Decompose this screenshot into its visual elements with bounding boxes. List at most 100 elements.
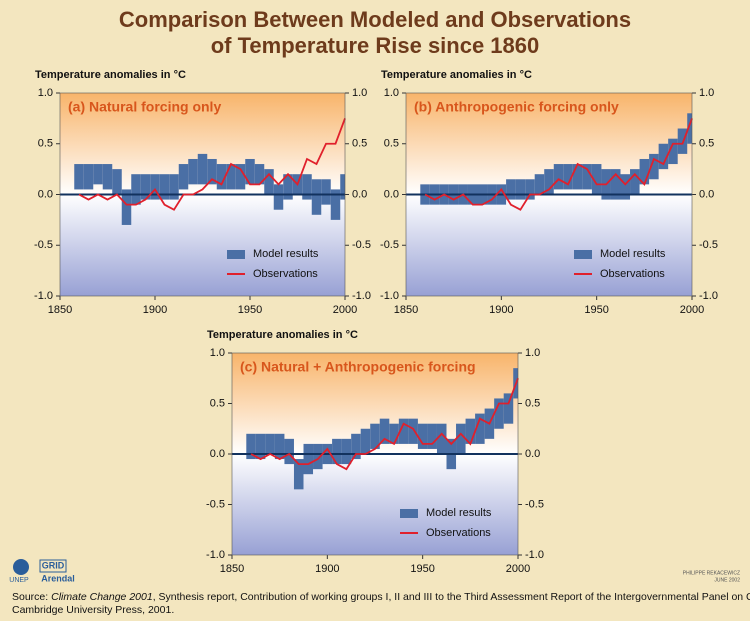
model-band: [284, 438, 294, 465]
model-band: [340, 174, 345, 200]
x-tick-label: 1900: [315, 563, 339, 575]
y-tick-label: 1.0: [210, 347, 225, 359]
model-band: [93, 164, 103, 185]
model-band: [245, 158, 255, 185]
x-tick-label: 2000: [333, 304, 357, 316]
y-tick-label: -1.0: [380, 290, 399, 302]
model-band: [102, 164, 113, 190]
legend-label: Observations: [426, 527, 491, 539]
x-tick-label: 1950: [238, 304, 262, 316]
model-band: [313, 443, 323, 470]
model-band: [159, 174, 170, 200]
y-tick-label: -0.5: [525, 498, 544, 510]
x-tick-label: 2000: [680, 304, 704, 316]
model-band: [235, 164, 246, 190]
y-tick-label: 0.5: [38, 138, 53, 150]
model-band: [311, 179, 322, 215]
model-band: [178, 164, 189, 190]
model-band: [303, 443, 314, 475]
legend-swatch: [227, 250, 245, 259]
model-band: [503, 393, 514, 424]
x-tick-label: 1950: [410, 563, 434, 575]
model-band: [620, 174, 631, 200]
y-axis-label: Temperature anomalies in °C: [35, 69, 186, 81]
model-band: [207, 158, 217, 185]
model-band: [302, 174, 312, 200]
model-band: [610, 169, 621, 200]
model-band: [293, 459, 304, 490]
y-tick-label: -1.0: [34, 290, 53, 302]
logo-text: GRID: [42, 560, 65, 570]
model-band: [687, 113, 692, 144]
y-tick-label: 0.0: [699, 188, 714, 200]
model-band: [553, 164, 564, 190]
model-band: [427, 423, 437, 449]
y-tick-label: 0.0: [38, 188, 53, 200]
model-band: [321, 179, 331, 205]
model-band: [332, 438, 342, 465]
y-tick-label: -0.5: [352, 239, 371, 251]
model-band: [169, 174, 179, 200]
y-tick-label: 0.0: [352, 188, 367, 200]
y-tick-label: 0.5: [525, 397, 540, 409]
legend-label: Model results: [600, 248, 666, 260]
y-tick-label: 0.5: [210, 397, 225, 409]
model-band: [465, 418, 476, 444]
model-band: [283, 174, 293, 200]
y-axis-label: Temperature anomalies in °C: [381, 69, 532, 81]
y-tick-label: 0.5: [699, 138, 714, 150]
logo-text: Arendal: [41, 573, 75, 583]
y-tick-label: -1.0: [525, 549, 544, 561]
model-band: [515, 179, 526, 200]
model-band: [408, 418, 418, 444]
y-tick-label: 1.0: [352, 87, 367, 99]
model-band: [563, 164, 573, 190]
y-tick-label: -1.0: [206, 549, 225, 561]
model-band: [398, 418, 409, 444]
model-band: [389, 423, 399, 444]
model-band: [188, 158, 198, 185]
page-title: of Temperature Rise since 1860: [211, 33, 540, 58]
y-tick-label: -1.0: [699, 290, 718, 302]
plot-frame: [59, 92, 346, 297]
model-band: [226, 164, 236, 190]
model-band: [379, 418, 390, 444]
model-band: [370, 423, 380, 449]
model-band: [246, 433, 256, 460]
model-band: [121, 189, 132, 225]
y-tick-label: 0.5: [384, 138, 399, 150]
model-band: [436, 423, 447, 454]
model-band: [494, 398, 504, 429]
model-band: [668, 138, 678, 165]
credit: PHILIPPE REKACEWICZ: [683, 570, 740, 576]
model-band: [351, 433, 361, 460]
y-tick-label: 0.0: [525, 448, 540, 460]
y-tick-label: 1.0: [384, 87, 399, 99]
model-band: [360, 428, 371, 454]
x-tick-label: 1850: [48, 304, 72, 316]
x-tick-label: 1900: [143, 304, 167, 316]
plot-frame: [231, 352, 519, 556]
legend-label: Observations: [600, 268, 665, 280]
model-band: [197, 153, 208, 185]
model-band: [630, 169, 640, 195]
y-tick-label: 0.0: [384, 188, 399, 200]
source-text: , Synthesis report, Contribution of work…: [153, 591, 750, 603]
panel-title: (a) Natural forcing only: [68, 99, 221, 115]
y-tick-label: -1.0: [352, 290, 371, 302]
source: Cambridge University Press, 2001.: [12, 604, 174, 616]
x-tick-label: 1850: [394, 304, 418, 316]
y-tick-label: -0.5: [34, 239, 53, 251]
x-tick-label: 1900: [489, 304, 513, 316]
model-band: [639, 158, 650, 185]
y-tick-label: 1.0: [38, 87, 53, 99]
observation-line: [424, 118, 693, 211]
legend-swatch: [574, 250, 592, 259]
credit: JUNE 2002: [714, 577, 740, 583]
model-band: [254, 164, 265, 185]
y-tick-label: -0.5: [206, 498, 225, 510]
source-title: Climate Change 2001: [51, 591, 153, 603]
model-band: [572, 164, 583, 190]
page-title: Comparison Between Modeled and Observati…: [119, 7, 631, 32]
